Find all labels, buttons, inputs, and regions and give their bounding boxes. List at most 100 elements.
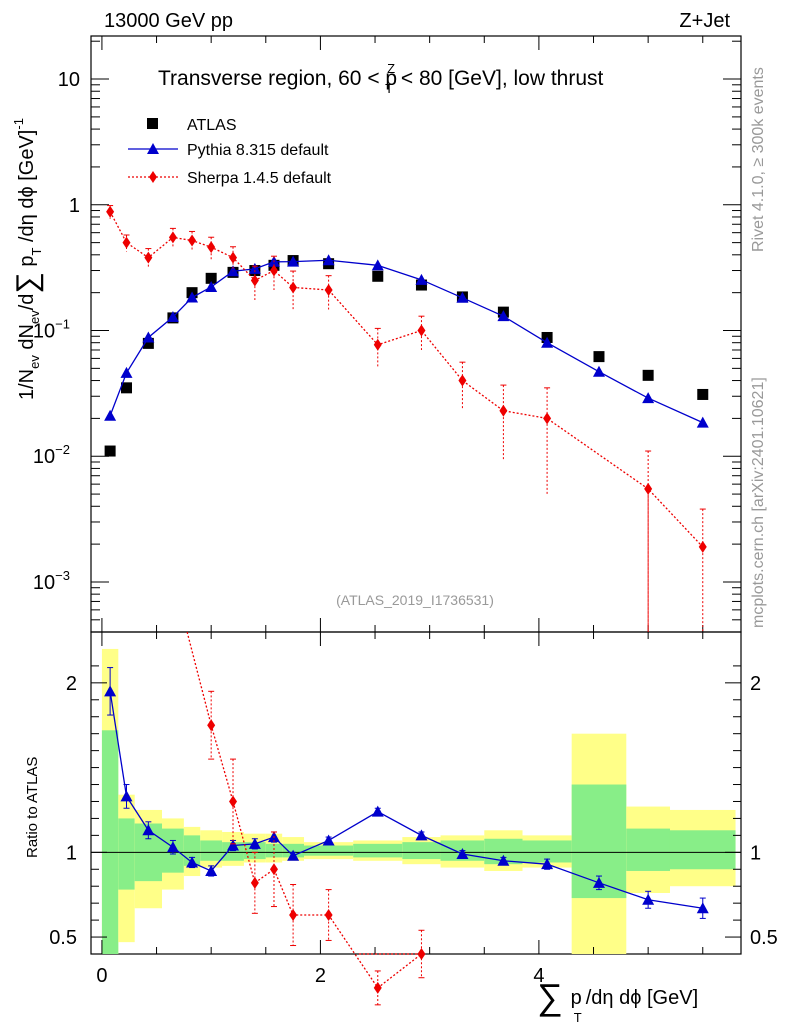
ratio-band-green [522,840,572,863]
ratio-point-triangle [642,893,655,905]
point-square [593,351,605,363]
ratio-point-triangle [186,856,199,868]
x-tick-label: 0 [96,965,107,987]
ratio-point-triangle [120,790,133,802]
ratio-band-green [222,842,244,861]
legend-label-sherpa: Sherpa 1.4.5 default [187,170,332,187]
point-triangle [696,416,709,428]
ratio-plot-frame [90,631,742,955]
point-diamond [122,236,131,249]
ratio-point-triangle [227,839,240,851]
point-triangle [642,392,655,404]
ratio-point-diamond [417,948,426,960]
point-square [104,445,116,457]
y-tick-base: 10 [33,446,55,468]
ratio-band-green [353,843,403,858]
ratio-point-triangle [592,876,605,888]
y-tick-label: 10−2 [33,442,70,468]
x-tick-label: 2 [315,965,326,987]
y-tick-exp: −1 [55,317,70,332]
y-tick-base: 1 [69,195,80,217]
point-triangle [497,310,510,322]
xlabel-sum: ∑ [537,976,563,1017]
x-axis-label: ∑ p T/dη dϕ [GeV] [537,976,698,1024]
point-triangle [287,255,300,267]
ratio-point-triangle [456,848,469,860]
ratio-series [104,631,709,1006]
ratio-band-green [626,828,670,871]
y-tick-base: 10 [58,69,80,91]
point-diamond [289,281,298,294]
point-diamond [417,324,426,337]
series-line-1 [109,259,704,424]
point-diamond [144,251,153,264]
y-tick-label: 10−3 [33,568,70,594]
ratio-band-green [669,830,736,870]
ylabel-a: 1/N [16,369,38,400]
legend-marker-sherpa [149,171,157,183]
ratio-point-diamond [324,909,333,922]
header-left: 13000 GeV pp [104,10,233,32]
ratio-point-triangle [142,824,155,836]
ratio-band-green [200,840,223,861]
point-triangle [142,331,155,343]
y-tick-base: 10 [33,572,55,594]
axis-ticks [91,36,741,954]
legend-marker-pythia [147,143,159,154]
main-series [104,205,709,632]
ratio-y-tick-label-right: 0.5 [750,927,778,949]
ylabel-sub3: T [29,248,44,256]
point-square [121,382,133,394]
point-triangle [227,265,240,277]
title-part-b: < 80 [GeV], low thrust [395,67,604,90]
header-right: Z+Jet [679,10,730,32]
y-tick-label: 10−1 [33,317,70,343]
point-triangle [104,409,117,421]
chart-title: Transverse region, 60 < pTZ < 80 [GeV], … [158,61,604,96]
point-diamond [269,264,278,277]
ylabel-b: dN [16,324,38,355]
point-diamond [324,283,333,296]
ratio-point-triangle [205,864,218,876]
y-tick-label: 1 [69,195,80,217]
ratio-point-diamond [229,795,238,808]
point-triangle [415,273,428,285]
point-triangle [456,291,469,303]
xlabel-sub: T [574,1010,582,1024]
ylabel-p: p [16,256,38,273]
title-sub: T [385,81,393,96]
mcplots-info: mcplots.cern.ch [arXiv:2401.10621] [750,377,767,628]
ratio-point-triangle [497,854,510,866]
point-triangle [186,291,199,303]
ylabel-sup: -1 [11,118,26,130]
ratio-y-tick-label: 1 [66,842,77,864]
ratio-point-diamond [269,863,278,876]
point-square [205,272,217,284]
ratio-point-triangle [322,834,335,846]
ratio-uncertainty-bands [101,648,736,954]
ratio-line-2 [186,631,424,989]
ratio-band-green [118,818,135,890]
legend-label-pythia: Pythia 8.315 default [187,142,329,159]
point-diamond [373,338,382,351]
y-axis-label: 1/Nev dNev/d∑ pT /dη dϕ [GeV]-1 [11,118,44,400]
point-diamond [106,205,115,218]
ratio-point-diamond [250,876,259,889]
point-triangle [322,254,335,266]
ratio-band-green [243,842,266,860]
point-square [372,270,384,282]
ratio-y-tick-label-right: 2 [750,673,761,695]
title-sup: Z [387,61,395,76]
point-square [415,279,427,291]
ratio-band-green [101,730,119,954]
y-tick-label: 10 [58,69,80,91]
legend-marker-atlas [147,118,158,129]
point-diamond [250,274,259,287]
point-triangle [205,280,218,292]
ylabel-d: /dη dϕ [GeV] [16,130,38,248]
ratio-y-axis-label: Ratio to ATLAS [24,757,41,858]
point-diamond [698,540,707,553]
point-diamond [168,231,177,244]
ratio-point-triangle [541,858,554,870]
